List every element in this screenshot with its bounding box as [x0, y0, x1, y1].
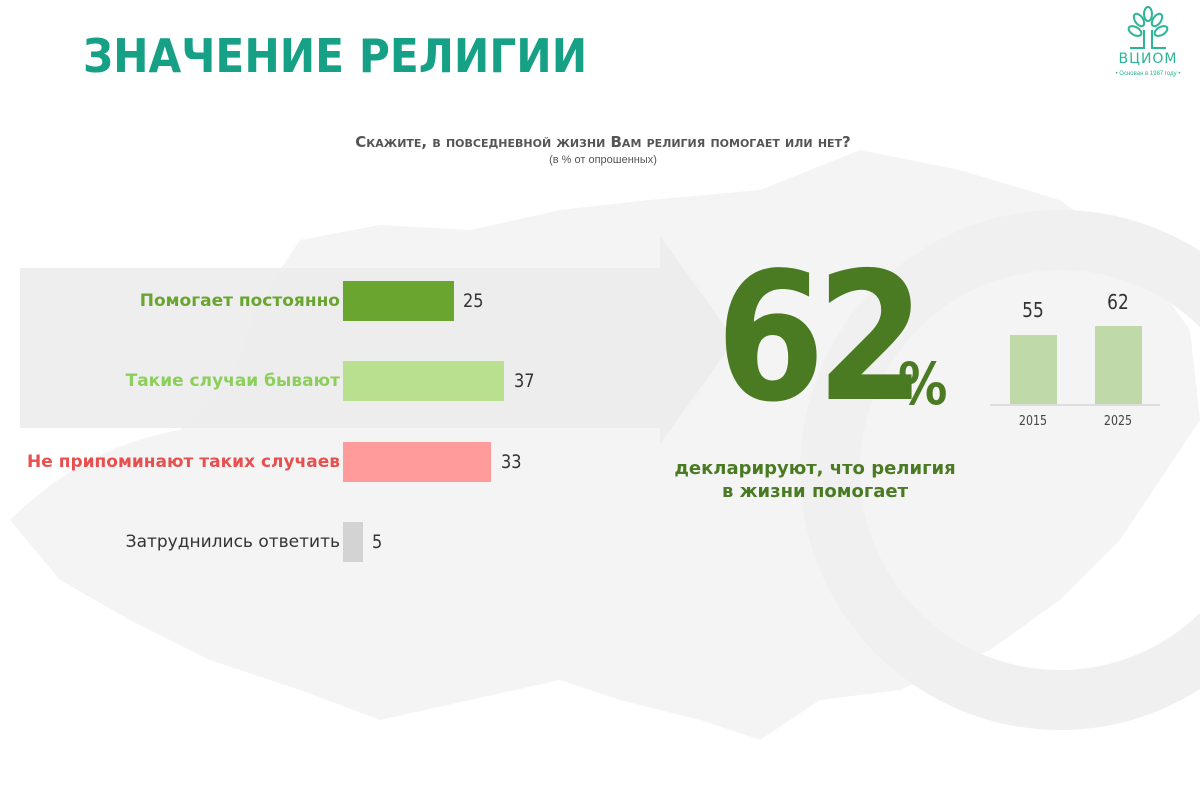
trend-year-2015: 2015 [1018, 414, 1048, 429]
bar-row-hard-to-say: Затруднились ответить [0, 522, 340, 562]
trend-value-2025: 62 [1107, 290, 1129, 314]
trend-mini-chart: 55 62 2015 2025 [990, 280, 1160, 440]
bar-value: 25 [463, 290, 484, 312]
highlight-caption-line2: в жизни помогает [721, 481, 909, 502]
bar-happens-sometimes [343, 361, 504, 401]
trend-bar-2025 [1095, 326, 1142, 404]
page-title: ЗНАЧЕНИЕ РЕЛИГИИ [83, 29, 588, 83]
highlight-value: 62 [716, 234, 925, 441]
question-note: (в % от опрошенных) [549, 154, 657, 166]
bar-value: 5 [372, 531, 383, 553]
tree-icon [1127, 6, 1169, 49]
bar-hard-to-say [343, 522, 363, 562]
logo-tagline: • Основан в 1987 году • [1115, 71, 1181, 77]
bar-helps-constantly [343, 281, 454, 321]
bar-row-helps-constantly: Помогает постоянно [0, 281, 340, 321]
bar-row-happens-sometimes: Такие случаи бывают [0, 361, 340, 401]
bar-label: Затруднились ответить [125, 532, 340, 552]
trend-axis [990, 404, 1160, 406]
highlight-caption-line1: декларируют, что религия [674, 458, 956, 479]
question-text: Скажите, в повседневной жизни Вам религи… [355, 133, 851, 151]
bar-label: Такие случаи бывают [125, 371, 340, 391]
logo-name: ВЦИОМ [1118, 51, 1178, 67]
highlight-unit: % [898, 350, 948, 418]
highlight-arrow-shape [20, 236, 735, 444]
bar-dont-recall [343, 442, 491, 482]
bar-row-dont-recall: Не припоминают таких случаев [0, 442, 340, 482]
trend-bar-2015 [1010, 335, 1057, 404]
bar-value: 33 [501, 451, 522, 473]
trend-value-2015: 55 [1022, 298, 1044, 322]
vciom-logo: ВЦИОМ • Основан в 1987 году • [1100, 6, 1196, 82]
bar-label: Не припоминают таких случаев [27, 452, 340, 472]
highlight-caption: декларируют, что религия в жизни помогае… [660, 457, 970, 503]
trend-year-2025: 2025 [1103, 414, 1133, 429]
bar-value: 37 [514, 370, 535, 392]
bar-label: Помогает постоянно [139, 291, 340, 311]
